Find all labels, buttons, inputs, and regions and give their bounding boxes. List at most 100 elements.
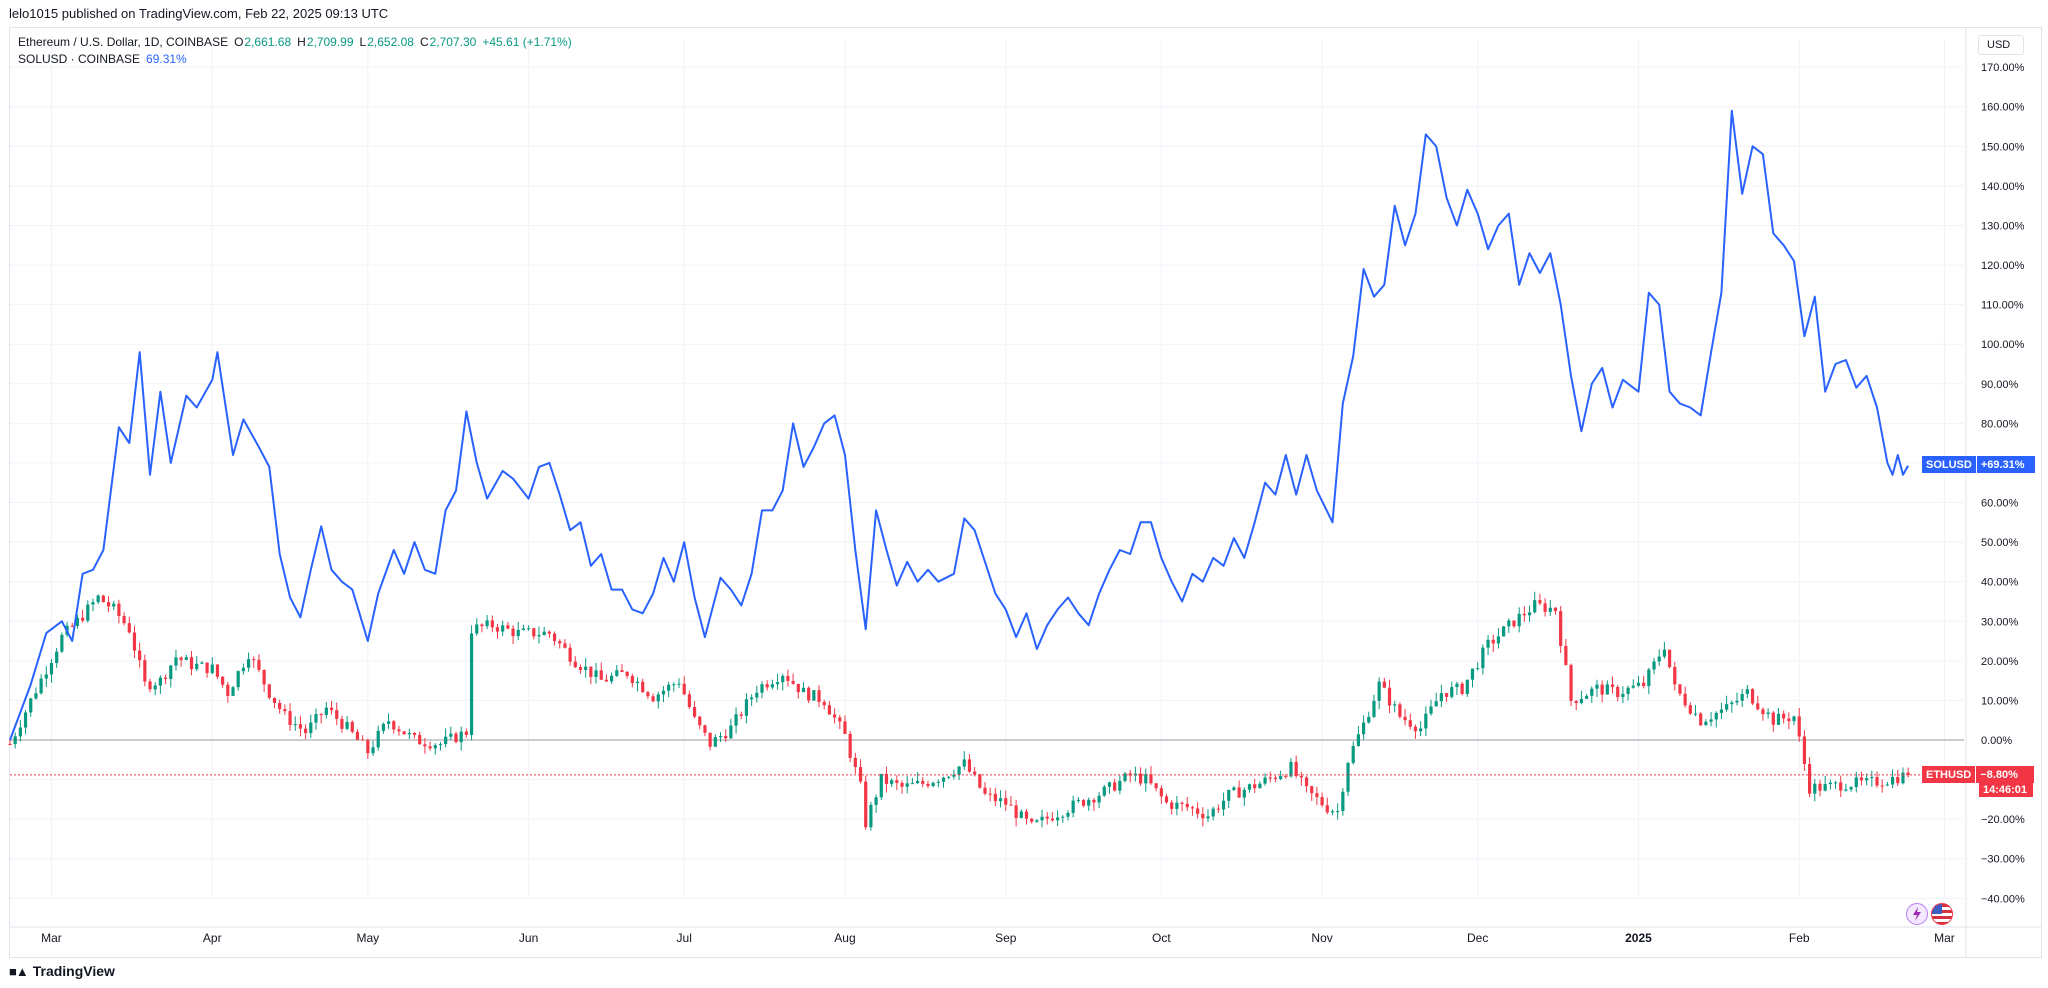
ethusd-candle — [13, 736, 17, 745]
ethusd-candle — [86, 604, 90, 621]
ethusd-candle — [485, 620, 489, 627]
ethusd-candle — [469, 633, 474, 735]
ethusd-candle — [350, 721, 354, 732]
ethusd-candle — [770, 684, 774, 688]
ethusd-candle — [433, 745, 437, 749]
ethusd-candle — [1808, 764, 1812, 794]
ethusd-candle — [672, 684, 676, 686]
ethusd-candle — [241, 667, 245, 672]
ethusd-candle — [1559, 611, 1563, 646]
lightning-icon[interactable] — [1906, 903, 1928, 925]
ethusd-candle — [962, 759, 966, 767]
ethusd-candle — [1118, 780, 1122, 791]
ethusd-candle — [1569, 664, 1573, 701]
ethusd-candle — [1802, 736, 1807, 765]
ethusd-candle — [1652, 661, 1656, 670]
x-tick-label: May — [357, 931, 380, 945]
ethusd-candle — [1413, 726, 1418, 732]
y-tick-label: 160.00% — [1981, 102, 2025, 114]
ethusd-candle — [739, 714, 743, 716]
ethusd-candle — [438, 744, 443, 746]
ethusd-candle — [1792, 716, 1796, 722]
ethusd-candle — [812, 690, 816, 701]
ethusd-candle — [304, 728, 308, 734]
ethusd-candle — [418, 734, 422, 745]
ethusd-candle — [1719, 709, 1724, 713]
tradingview-logo[interactable]: ■▲ TradingView — [9, 963, 115, 979]
ethusd-candle — [1009, 804, 1013, 806]
ethusd-candle — [1377, 681, 1381, 701]
ethusd-candle — [200, 662, 204, 664]
ethusd-candle — [1201, 813, 1205, 819]
ethusd-candle — [1361, 722, 1366, 735]
currency-button[interactable]: USD — [1978, 35, 2024, 55]
ethusd-candle — [1527, 612, 1532, 616]
ethusd-candle — [1154, 783, 1158, 789]
ethusd-candle — [1678, 684, 1682, 694]
ethusd-candle — [1673, 667, 1677, 685]
ethusd-candle — [122, 616, 126, 624]
ethusd-candle — [1756, 703, 1760, 710]
ethusd-candle — [807, 687, 811, 701]
ethusd-candle — [1170, 802, 1174, 809]
ethusd-candle — [475, 624, 479, 634]
ethusd-candle — [1351, 745, 1355, 763]
ethusd-candle — [1745, 689, 1749, 694]
y-tick-label: 40.00% — [1981, 577, 2019, 589]
ethusd-candle — [195, 663, 199, 670]
ethusd-candle — [179, 657, 183, 660]
ethusd-candle — [952, 774, 956, 777]
ethusd-badge-symbol: ETHUSD — [1922, 766, 1976, 783]
compare-series-legend[interactable]: SOLUSD · COINBASE 69.31% — [18, 52, 187, 66]
ethusd-candle — [1782, 713, 1786, 719]
ethusd-candle — [1828, 782, 1832, 784]
ethusd-candle — [568, 647, 572, 662]
ethusd-candle — [1304, 777, 1309, 787]
ethusd-candle — [205, 662, 209, 674]
ethusd-candle — [967, 759, 972, 772]
ethusd-candle — [542, 631, 546, 636]
ethusd-candle — [39, 678, 43, 694]
ethusd-candle — [1600, 684, 1604, 695]
ethusd-candle — [973, 771, 977, 775]
ethusd-candle — [801, 687, 806, 693]
x-tick-label: Mar — [41, 931, 62, 945]
ethusd-candle — [1460, 683, 1464, 694]
ethusd-candle — [692, 707, 697, 717]
ethusd-candle — [1491, 639, 1495, 644]
ethusd-candle — [527, 628, 531, 630]
ethusd-candle — [397, 729, 401, 732]
ethusd-candle — [153, 685, 157, 690]
ethusd-candle — [1833, 782, 1838, 784]
ethusd-candle — [70, 625, 74, 627]
ethusd-candle — [1626, 687, 1630, 694]
ethusd-candle — [8, 743, 12, 745]
ethusd-candle — [309, 722, 313, 734]
ethusd-candle — [1097, 795, 1101, 803]
ethusd-candle — [1574, 700, 1578, 704]
ethusd-candle — [1071, 800, 1075, 813]
x-tick-label: Oct — [1152, 931, 1171, 945]
ethusd-candle — [1595, 684, 1599, 689]
ethusd-candle — [775, 682, 780, 685]
ethusd-candle — [340, 718, 344, 729]
ethusd-candle — [1662, 649, 1666, 657]
solusd-line — [9, 109, 1909, 741]
ethusd-candle — [620, 670, 624, 672]
ethusd-candle — [1439, 693, 1443, 702]
ethusd-candle — [44, 674, 48, 679]
x-tick-label: Feb — [1789, 931, 1810, 945]
ethusd-candle — [1787, 718, 1791, 722]
ethusd-candle — [138, 650, 142, 661]
ethusd-candle — [1761, 709, 1765, 715]
ethusd-candle — [1859, 777, 1864, 781]
ethusd-candle — [184, 657, 188, 660]
ethusd-candle — [1382, 681, 1386, 688]
ethusd-candle — [1113, 782, 1117, 791]
ethusd-candle — [91, 602, 95, 605]
ethusd-candle — [843, 721, 847, 734]
y-tick-label: 100.00% — [1981, 339, 2025, 351]
ethusd-candle — [609, 675, 614, 682]
us-flag-icon[interactable] — [1931, 903, 1953, 925]
